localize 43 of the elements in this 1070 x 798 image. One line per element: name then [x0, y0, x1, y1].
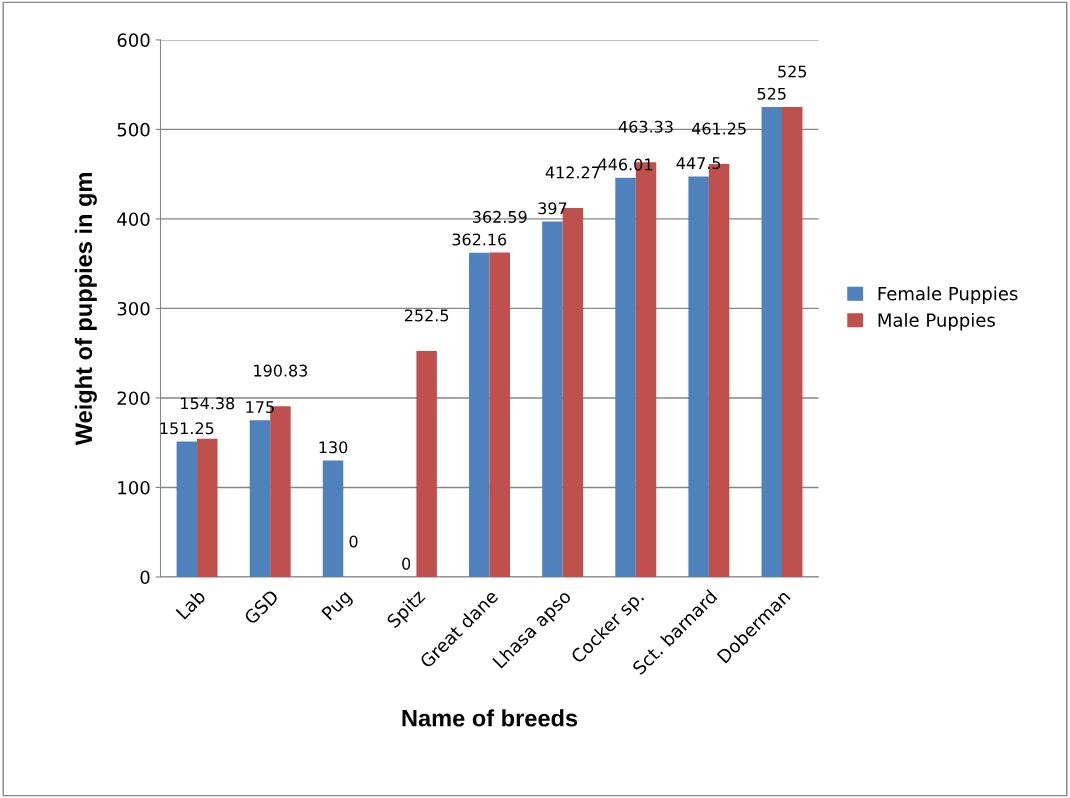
y-tick-label: 400 — [117, 212, 150, 227]
y-tick-label: 0 — [140, 570, 150, 585]
y-tick-label: 300 — [117, 301, 150, 316]
data-label: 525 — [757, 87, 786, 100]
data-label: 175 — [246, 401, 274, 414]
data-label: 525 — [778, 65, 807, 78]
bar — [322, 460, 344, 577]
bar — [249, 420, 271, 577]
bar — [469, 252, 490, 577]
y-axis-title: Weight of puppies in gm — [74, 173, 97, 446]
bar — [781, 107, 803, 577]
data-label: 190.83 — [254, 364, 308, 377]
data-label: 447.5 — [676, 157, 721, 170]
x-axis-title: Name of breeds — [402, 709, 578, 727]
x-tick-label: Pug — [321, 589, 355, 623]
data-label: 397 — [538, 202, 567, 215]
y-tick-label: 600 — [117, 33, 150, 48]
data-label: 151.25 — [160, 422, 214, 435]
bar — [542, 221, 563, 577]
data-label: 362.59 — [473, 210, 527, 223]
data-label: 252.5 — [404, 309, 449, 322]
y-tick-label: 100 — [118, 480, 150, 495]
bar — [176, 441, 198, 577]
x-tick-label: Lab — [175, 588, 207, 620]
legend-label: Female Puppies — [878, 286, 1018, 304]
data-label: 412.27 — [545, 166, 600, 179]
y-tick-label: 500 — [117, 122, 150, 137]
data-label: 154.38 — [181, 397, 235, 410]
legend-label: Male Puppies — [878, 312, 995, 331]
bar — [761, 107, 782, 577]
bar — [416, 350, 437, 577]
bar — [489, 252, 510, 577]
data-label: 0 — [402, 557, 411, 570]
data-label: 362.16 — [452, 233, 507, 246]
data-label: 130 — [319, 441, 348, 454]
data-label: 461.25 — [691, 122, 746, 135]
y-tick-label: 200 — [117, 391, 150, 406]
bar — [197, 438, 218, 577]
data-label: 446.01 — [598, 158, 652, 171]
bar — [615, 177, 636, 577]
data-label: 0 — [349, 535, 358, 548]
bar — [688, 176, 709, 577]
data-label: 463.33 — [618, 120, 673, 133]
